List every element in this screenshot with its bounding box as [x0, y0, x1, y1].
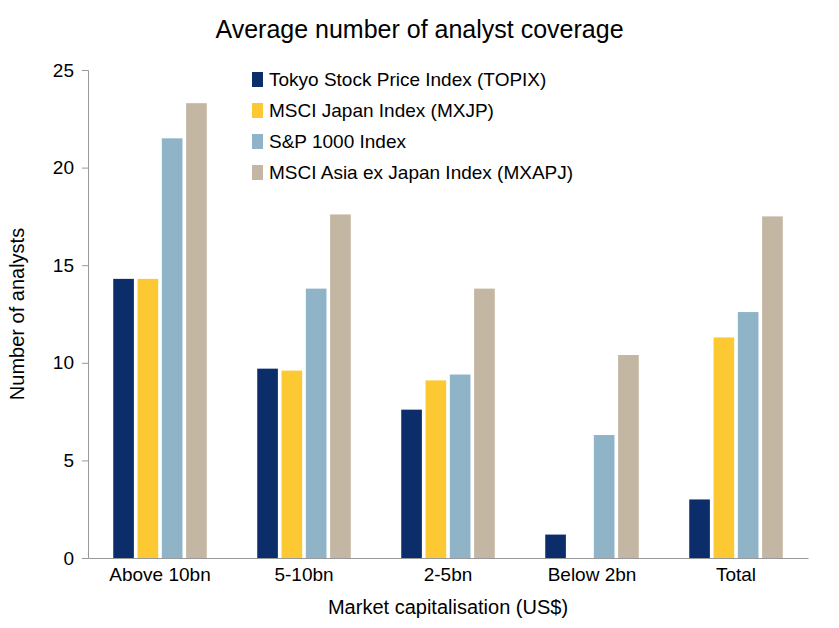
- legend-item: Tokyo Stock Price Index (TOPIX): [252, 69, 546, 90]
- bar: [689, 499, 710, 558]
- bar: [762, 216, 783, 558]
- y-tick-mark: [82, 265, 88, 266]
- legend-label: MSCI Japan Index (MXJP): [269, 100, 494, 121]
- bar: [306, 289, 327, 558]
- x-axis-line: [89, 558, 809, 559]
- bar: [474, 289, 495, 558]
- bar: [738, 312, 759, 558]
- x-tick-label: 2-5bn: [424, 564, 473, 585]
- y-tick-mark: [82, 363, 88, 364]
- y-tick-mark: [82, 70, 88, 71]
- x-tick: Above 10bn: [109, 558, 210, 585]
- legend-item: S&P 1000 Index: [252, 131, 406, 152]
- y-tick-label: 10: [53, 352, 74, 373]
- x-tick-label: Below 2bn: [548, 564, 637, 585]
- legend: Tokyo Stock Price Index (TOPIX) MSCI Japa…: [252, 69, 573, 183]
- bar: [545, 535, 566, 558]
- bar: [113, 279, 134, 558]
- x-axis: Above 10bn 5-10bn 2-5bn Below 2bn Total: [89, 558, 809, 585]
- legend-swatch: [252, 72, 263, 87]
- plot: 0 5 10 15 20 25 Above 10bn 5-10bn 2-5bn Below 2bn…: [53, 60, 809, 586]
- legend-label: MSCI Asia ex Japan Index (MXAPJ): [269, 162, 573, 183]
- bar: [401, 410, 422, 558]
- y-tick: 20: [53, 157, 88, 178]
- y-tick: 5: [63, 450, 88, 471]
- bar: [282, 371, 303, 558]
- y-axis-title: Number of analysts: [6, 228, 28, 400]
- title: Average number of analyst coverage: [215, 15, 623, 43]
- y-tick-mark: [82, 460, 88, 461]
- x-tick-label: Above 10bn: [109, 564, 210, 585]
- y-tick: 0: [63, 548, 88, 569]
- bar: [186, 103, 207, 558]
- legend-item: MSCI Asia ex Japan Index (MXAPJ): [252, 162, 573, 183]
- bar: [162, 138, 183, 558]
- legend-item: MSCI Japan Index (MXJP): [252, 100, 494, 121]
- x-tick: Below 2bn: [548, 558, 637, 585]
- x-tick: Total: [716, 558, 756, 585]
- x-axis-title: Market capitalisation (US$): [328, 596, 568, 618]
- legend-label: Tokyo Stock Price Index (TOPIX): [269, 69, 546, 90]
- y-tick-label: 20: [53, 157, 74, 178]
- y-tick-label: 15: [53, 255, 74, 276]
- y-tick-mark: [82, 558, 88, 559]
- legend-swatch: [252, 165, 263, 180]
- y-tick-label: 0: [63, 548, 74, 569]
- bar: [257, 369, 278, 558]
- bar: [330, 214, 351, 558]
- x-tick-label: 5-10bn: [274, 564, 333, 585]
- bar: [138, 279, 159, 558]
- y-tick: 25: [53, 60, 88, 81]
- x-tick: 5-10bn: [274, 558, 333, 585]
- y-tick: 10: [53, 352, 88, 373]
- y-tick: 15: [53, 255, 88, 276]
- bars: [113, 103, 783, 558]
- legend-label: S&P 1000 Index: [269, 131, 406, 152]
- y-tick-mark: [82, 168, 88, 169]
- x-tick-label: Total: [716, 564, 756, 585]
- bar: [714, 337, 735, 558]
- y-axis: 0 5 10 15 20 25: [53, 60, 89, 569]
- legend-swatch: [252, 134, 263, 149]
- y-tick-label: 25: [53, 60, 74, 81]
- bar: [594, 435, 615, 558]
- x-tick: 2-5bn: [424, 558, 473, 585]
- chart: Average number of analyst coverage 0 5 10 15…: [0, 0, 839, 628]
- bar: [426, 380, 447, 558]
- legend-swatch: [252, 103, 263, 118]
- bar: [618, 355, 639, 558]
- y-tick-label: 5: [63, 450, 74, 471]
- y-axis-line: [82, 71, 89, 559]
- bar: [450, 375, 471, 558]
